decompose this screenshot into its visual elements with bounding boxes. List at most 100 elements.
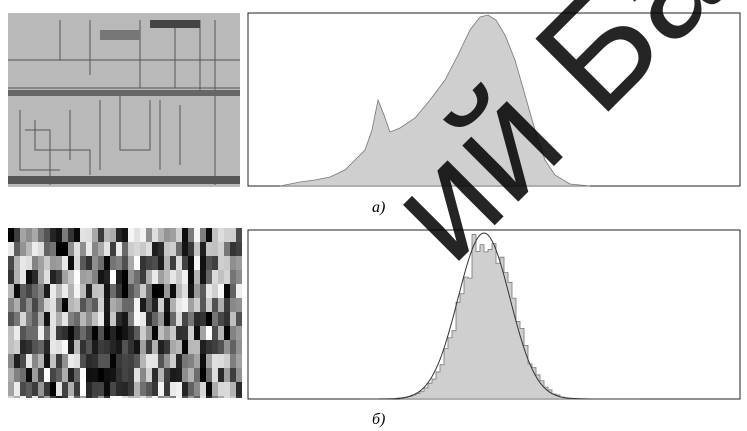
texture-cell [62,382,68,396]
texture-cell [140,228,146,242]
texture-cell [194,256,200,270]
texture-cell [50,368,56,382]
texture-cell [14,284,20,298]
texture-cell [218,326,224,340]
texture-cell [206,340,212,354]
texture-cell [92,270,98,284]
panel-label: а) [372,199,385,216]
texture-cell [182,382,188,396]
texture-cell [164,368,170,382]
texture-cell [110,354,116,368]
texture-cell [116,396,122,398]
texture-cell [38,396,44,398]
texture-cell [56,326,62,340]
texture-cell [134,298,140,312]
texture-cell [80,312,86,326]
texture-cell [98,242,104,256]
texture-cell [152,256,158,270]
texture-cell [212,396,218,398]
texture-cell [206,242,212,256]
texture-cell [92,368,98,382]
texture-cell [128,396,134,398]
texture-cell [230,228,236,242]
texture-cell [44,256,50,270]
texture-cell [236,270,242,284]
texture-cell [194,396,200,398]
texture-cell [200,256,206,270]
texture-cell [80,326,86,340]
texture-cell [92,298,98,312]
texture-cell [56,340,62,354]
texture-cell [14,382,20,396]
texture-cell [62,340,68,354]
texture-cell [206,396,212,398]
texture-cell [164,312,170,326]
texture-cell [170,256,176,270]
texture-cell [92,382,98,396]
texture-cell [140,256,146,270]
texture-cell [14,368,20,382]
texture-cell [188,298,194,312]
texture-cell [194,326,200,340]
texture-cell [218,312,224,326]
texture-cell [122,354,128,368]
texture-cell [182,242,188,256]
texture-cell [200,354,206,368]
texture-cell [74,368,80,382]
texture-cell [128,228,134,242]
texture-cell [68,340,74,354]
texture-cell [44,312,50,326]
texture-cell [44,228,50,242]
texture-cell [122,340,128,354]
texture-cell [122,242,128,256]
texture-cell [44,396,50,398]
texture-cell [194,312,200,326]
texture-cell [32,396,38,398]
texture-cell [68,256,74,270]
texture-cell [98,312,104,326]
texture-cell [146,312,152,326]
texture-cell [86,396,92,398]
texture-cell [80,298,86,312]
texture-cell [206,228,212,242]
texture-cell [20,354,26,368]
texture-cell [74,354,80,368]
texture-cell [50,298,56,312]
texture-cell [134,312,140,326]
texture-cell [62,312,68,326]
texture-cell [206,368,212,382]
texture-cell [92,312,98,326]
texture-cell [200,396,206,398]
texture-cell [56,368,62,382]
texture-cell [212,354,218,368]
texture-cell [26,382,32,396]
texture-cell [194,270,200,284]
texture-cell [122,312,128,326]
texture-cell [50,396,56,398]
texture-cell [98,396,104,398]
texture-cell [38,354,44,368]
texture-cell [152,340,158,354]
texture-cell [116,284,122,298]
texture-cell [182,270,188,284]
texture-cell [110,312,116,326]
texture-cell [146,368,152,382]
texture-cell [176,312,182,326]
texture-cell [200,242,206,256]
texture-cell [26,298,32,312]
texture-cell [26,270,32,284]
texture-cell [194,354,200,368]
texture-cell [140,354,146,368]
texture-cell [230,340,236,354]
texture-cell [104,396,110,398]
texture-cell [140,326,146,340]
texture-cell [26,326,32,340]
texture-cell [86,354,92,368]
texture-cell [236,312,242,326]
texture-cell [44,382,50,396]
texture-cell [32,312,38,326]
texture-cell [236,340,242,354]
texture-cell [200,298,206,312]
texture-cell [188,256,194,270]
texture-cell [140,284,146,298]
